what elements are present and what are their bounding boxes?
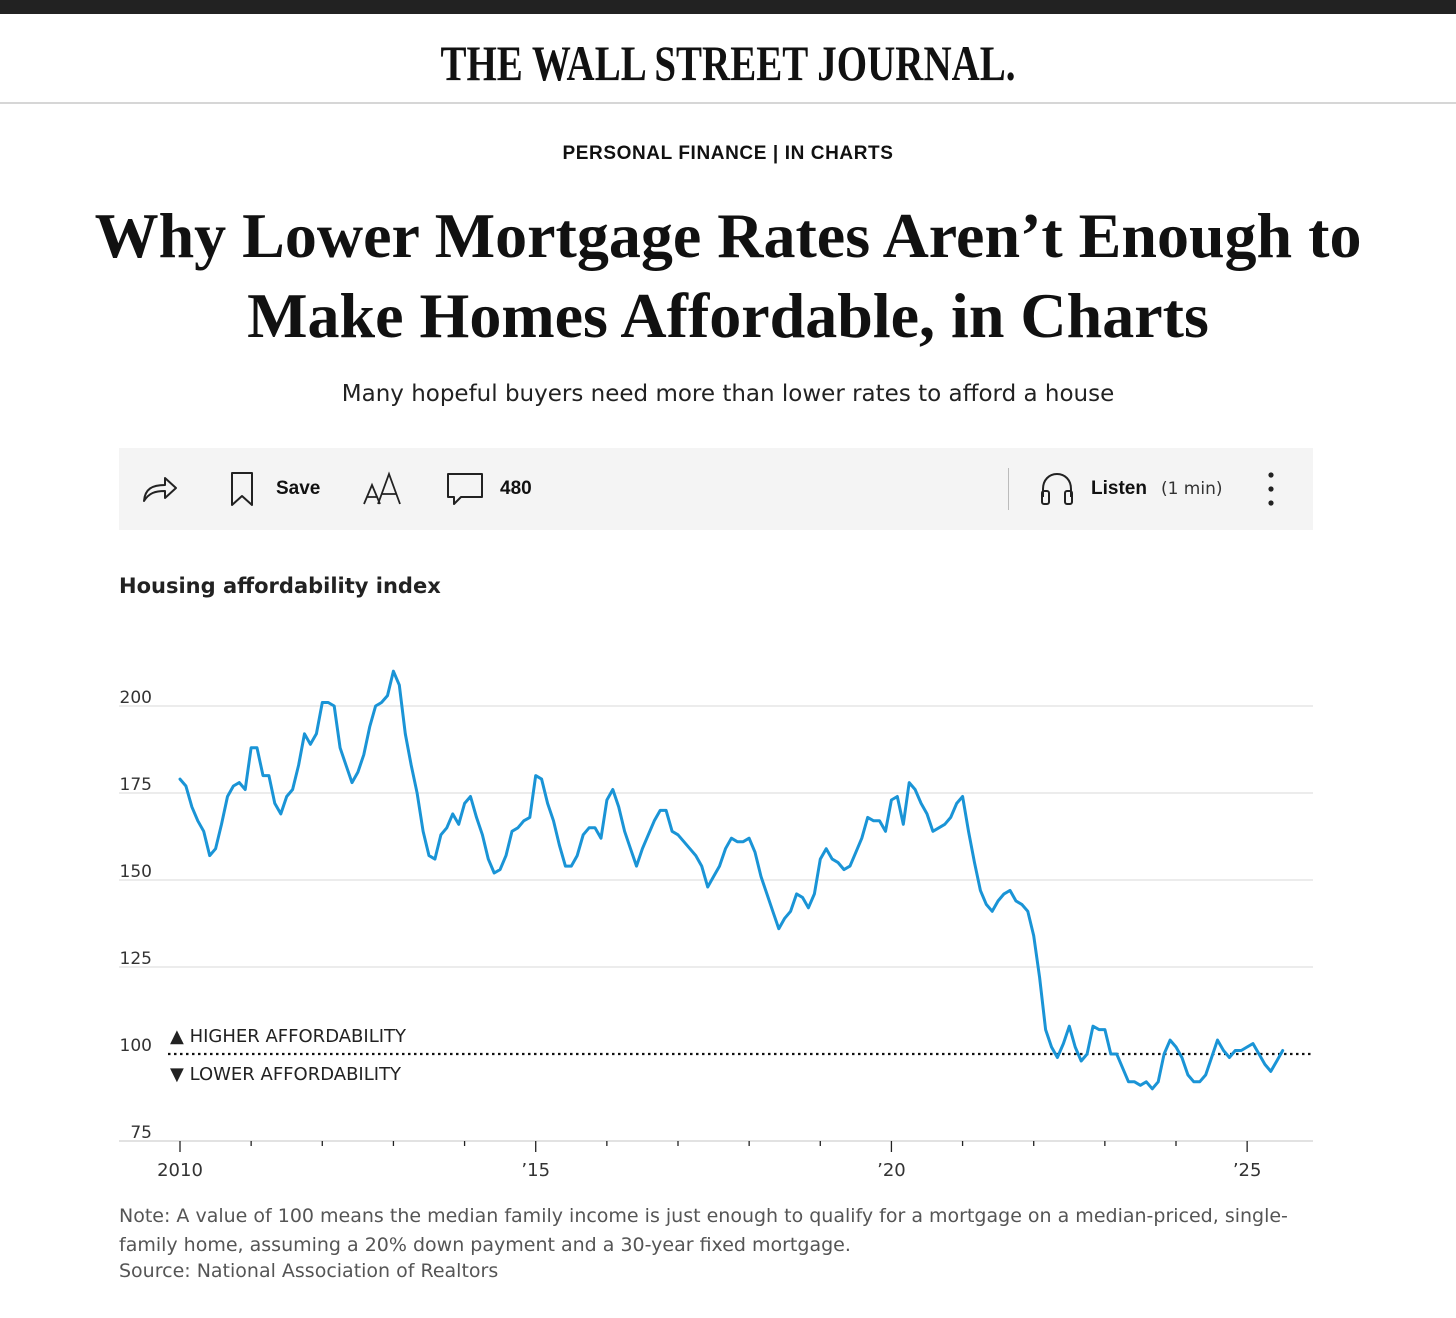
text-size-button[interactable] <box>362 448 402 530</box>
save-button[interactable]: Save <box>230 448 320 530</box>
comment-icon <box>447 473 483 505</box>
y-tick-label-125: 125 <box>120 949 152 969</box>
subsection-link[interactable]: IN CHARTS <box>784 143 894 164</box>
series-line-affordability-index <box>178 669 1285 1091</box>
bookmark-icon <box>231 472 253 506</box>
masthead: THE WALL STREET JOURNAL. <box>0 14 1456 104</box>
headphones-icon <box>1041 472 1073 505</box>
annotation-lower-affordability: ▼ LOWER AFFORDABILITY <box>170 1064 402 1085</box>
y-tick-label-150: 150 <box>120 862 152 882</box>
share-button[interactable] <box>141 448 179 530</box>
y-tick-label-75: 75 <box>130 1123 152 1143</box>
section-kicker: PERSONAL FINANCE | IN CHARTS <box>0 143 1456 165</box>
top-bar <box>0 0 1456 14</box>
y-tick-label-175: 175 <box>120 775 152 795</box>
listen-button[interactable]: Listen (1 min) <box>1039 448 1223 530</box>
x-tick-label-’15: ’15 <box>521 1160 550 1181</box>
more-icon <box>1268 472 1274 506</box>
annotation-higher-affordability: ▲ HIGHER AFFORDABILITY <box>170 1026 407 1047</box>
article-toolbar: Save 480 Listen (1 min) <box>119 448 1313 530</box>
affordability-chart: 75 100 125 150 175 200 2010 ’15 ’20 ’25 ▲ HIGHER A… <box>119 669 1313 1181</box>
save-label: Save <box>276 478 321 499</box>
headline: Why Lower Mortgage Rates Aren’t Enough t… <box>90 196 1366 356</box>
y-tick-label-200: 200 <box>120 688 152 708</box>
listen-label: Listen <box>1091 478 1147 499</box>
chart-title: Housing affordability index <box>119 574 441 598</box>
headline-line-1: Why Lower Mortgage Rates Aren’t Enough t… <box>94 200 1362 271</box>
section-link[interactable]: PERSONAL FINANCE <box>562 143 767 164</box>
text-size-icon <box>363 471 401 505</box>
chart-note: Note: A value of 100 means the median fa… <box>119 1205 1288 1256</box>
site-logo[interactable]: THE WALL STREET JOURNAL. <box>440 35 1016 91</box>
y-tick-label-100: 100 <box>120 1036 152 1056</box>
article-dek: Many hopeful buyers need more than lower… <box>341 381 1115 407</box>
kicker-separator: | <box>767 143 785 164</box>
toolbar-divider <box>1008 468 1009 510</box>
x-tick-label-2010: 2010 <box>157 1160 203 1181</box>
more-options-button[interactable] <box>1259 448 1283 530</box>
x-tick-label-’20: ’20 <box>877 1160 906 1181</box>
comments-button[interactable]: 480 <box>446 448 532 530</box>
comment-count: 480 <box>500 478 532 499</box>
x-tick-label-’25: ’25 <box>1233 1160 1262 1181</box>
headline-line-2: Make Homes Affordable, in Charts <box>247 280 1209 351</box>
listen-duration: (1 min) <box>1160 479 1223 499</box>
chart-source: Source: National Association of Realtors <box>119 1260 499 1282</box>
share-icon <box>143 477 177 502</box>
